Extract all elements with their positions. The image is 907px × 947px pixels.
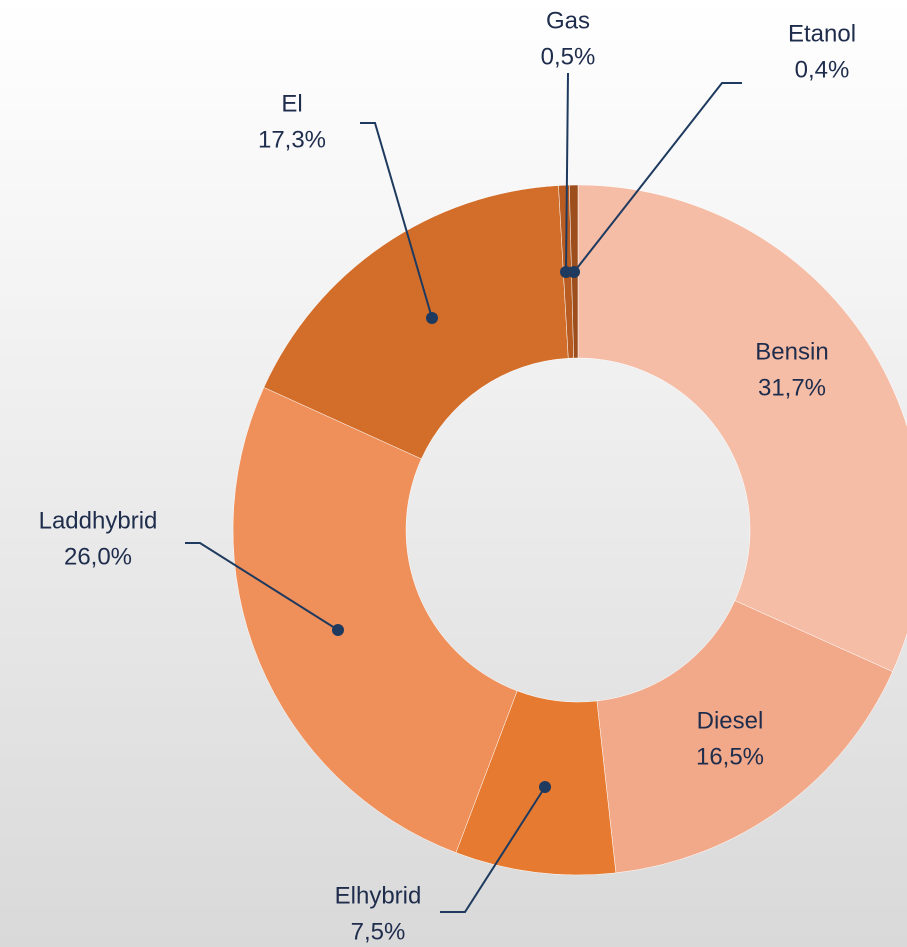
slice-label: Gas bbox=[546, 7, 590, 34]
slice bbox=[263, 185, 569, 460]
leader-line bbox=[573, 82, 742, 273]
slice-label: Bensin bbox=[755, 338, 828, 365]
leader-line bbox=[360, 122, 433, 319]
value-label: 0,4% bbox=[795, 56, 850, 83]
value-label: 31,7% bbox=[758, 374, 826, 401]
leader-line bbox=[440, 786, 546, 913]
slice-label: Diesel bbox=[697, 707, 764, 734]
value-label: 0,5% bbox=[541, 43, 596, 70]
leader-line bbox=[565, 72, 569, 273]
slice bbox=[596, 600, 893, 874]
slice-label: Elhybrid bbox=[335, 882, 422, 909]
slice bbox=[577, 184, 907, 672]
slice-label: El bbox=[281, 90, 302, 117]
leader-dot bbox=[539, 781, 551, 793]
value-label: 26,0% bbox=[64, 543, 132, 570]
slice-label: Etanol bbox=[788, 20, 856, 47]
leader-dot bbox=[426, 312, 438, 324]
value-label: 16,5% bbox=[696, 743, 764, 770]
leader-dot bbox=[332, 624, 344, 636]
slice bbox=[232, 387, 518, 854]
leader-line bbox=[185, 542, 339, 631]
value-label: 17,3% bbox=[258, 126, 326, 153]
slice-label: Laddhybrid bbox=[39, 507, 158, 534]
leader-dot bbox=[568, 266, 580, 278]
value-label: 7,5% bbox=[351, 918, 406, 945]
